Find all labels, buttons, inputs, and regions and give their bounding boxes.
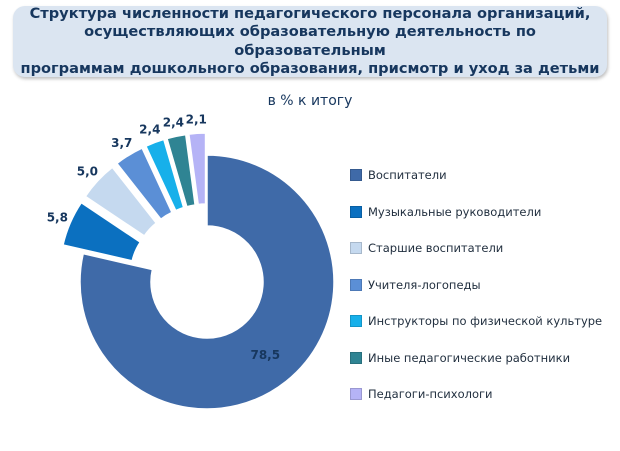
slice-5: [144, 138, 185, 212]
legend-swatch: [350, 315, 362, 327]
slice-3: [84, 166, 158, 237]
legend-label: Педагоги-психологи: [368, 387, 493, 401]
slice-4: [115, 147, 173, 221]
legend-item: Инструкторы по физической культуре: [350, 313, 610, 329]
legend-item: Музыкальные руководители: [350, 204, 610, 220]
legend-label: Старшие воспитатели: [368, 241, 504, 255]
legend-label: Иные педагогические работники: [368, 350, 571, 365]
data-label-1: 78,5: [250, 348, 280, 362]
data-label-3: 5,0: [77, 164, 98, 178]
data-label-6: 2,4: [163, 115, 184, 129]
legend-label: Музыкальные руководители: [368, 204, 542, 219]
legend-swatch: [350, 388, 362, 400]
data-label-4: 3,7: [111, 136, 132, 150]
chart-title-box: Структура численности педагогического пе…: [13, 4, 607, 78]
legend-item: Старшие воспитатели: [350, 240, 610, 256]
legend-swatch: [350, 351, 362, 364]
legend-item: Учителя-логопеды: [350, 277, 610, 293]
chart-subtitle: в % к итогу: [267, 93, 353, 109]
legend-swatch: [350, 278, 362, 291]
chart-title: Структура численности педагогического пе…: [20, 4, 600, 78]
data-label-2: 5,8: [47, 210, 68, 224]
legend-swatch: [350, 205, 362, 218]
legend-label: Учителя-логопеды: [368, 277, 481, 292]
legend-item: Воспитатели: [350, 167, 610, 183]
slice-7: [187, 132, 207, 206]
slice-1: [79, 154, 335, 410]
legend-item: Педагоги-психологи: [350, 386, 610, 402]
slice-6: [166, 133, 196, 208]
legend-label: Инструкторы по физической культуре: [368, 314, 603, 328]
legend-swatch: [350, 242, 362, 254]
legend-item: Иные педагогические работники: [350, 350, 610, 366]
data-label-7: 2,1: [186, 112, 207, 126]
data-label-5: 2,4: [139, 122, 160, 136]
slice-2: [62, 201, 142, 262]
legend-label: Воспитатели: [368, 168, 447, 182]
legend-swatch: [350, 169, 362, 181]
